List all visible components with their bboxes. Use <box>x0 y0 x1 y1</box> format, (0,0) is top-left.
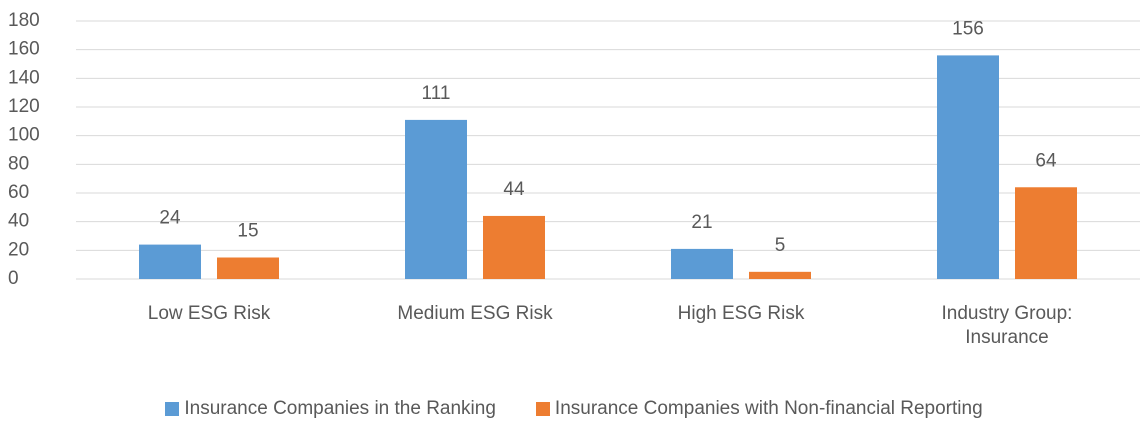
legend-item: Insurance Companies in the Ranking <box>165 398 496 420</box>
data-label: 15 <box>237 221 258 242</box>
y-tick-label: 40 <box>8 211 29 232</box>
bar <box>139 244 201 279</box>
legend-swatch <box>165 402 180 416</box>
bar <box>1015 187 1077 279</box>
bar <box>937 55 999 280</box>
x-tick-label: Low ESG Risk <box>147 303 271 324</box>
y-tick-label: 100 <box>8 125 40 146</box>
x-tick-label: Medium ESG Risk <box>397 303 553 324</box>
data-label: 111 <box>422 83 451 104</box>
legend-label: Insurance Companies in the Ranking <box>184 398 496 419</box>
y-tick-label: 180 <box>8 10 40 31</box>
data-label: 21 <box>691 212 712 233</box>
data-label: 5 <box>775 235 786 256</box>
y-tick-label: 80 <box>8 153 29 174</box>
data-label: 156 <box>952 18 984 39</box>
x-tick-label: Industry Group: Insurance <box>941 303 1073 348</box>
y-tick-label: 60 <box>8 182 29 203</box>
bar <box>671 248 733 279</box>
legend-swatch <box>535 402 550 416</box>
x-tick-label: High ESG Risk <box>677 303 805 324</box>
data-label: 64 <box>1035 150 1057 171</box>
y-tick-label: 0 <box>8 268 19 289</box>
bar <box>749 271 811 279</box>
data-label: 24 <box>159 208 181 229</box>
y-tick-label: 120 <box>8 96 40 117</box>
legend: Insurance Companies in the Ranking Insura… <box>0 398 1148 420</box>
bar <box>405 119 467 280</box>
y-tick-label: 160 <box>8 39 40 60</box>
bar <box>483 215 545 279</box>
legend-label: Insurance Companies with Non-financial R… <box>554 398 983 419</box>
legend-item: Insurance Companies with Non-financial R… <box>535 398 983 420</box>
bar <box>217 257 279 279</box>
y-tick-label: 140 <box>8 67 40 88</box>
y-tick-label: 20 <box>8 239 29 260</box>
data-label: 44 <box>503 179 525 200</box>
